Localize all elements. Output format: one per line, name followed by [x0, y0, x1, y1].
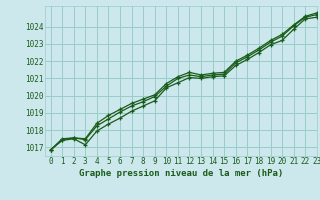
- X-axis label: Graphe pression niveau de la mer (hPa): Graphe pression niveau de la mer (hPa): [79, 169, 283, 178]
